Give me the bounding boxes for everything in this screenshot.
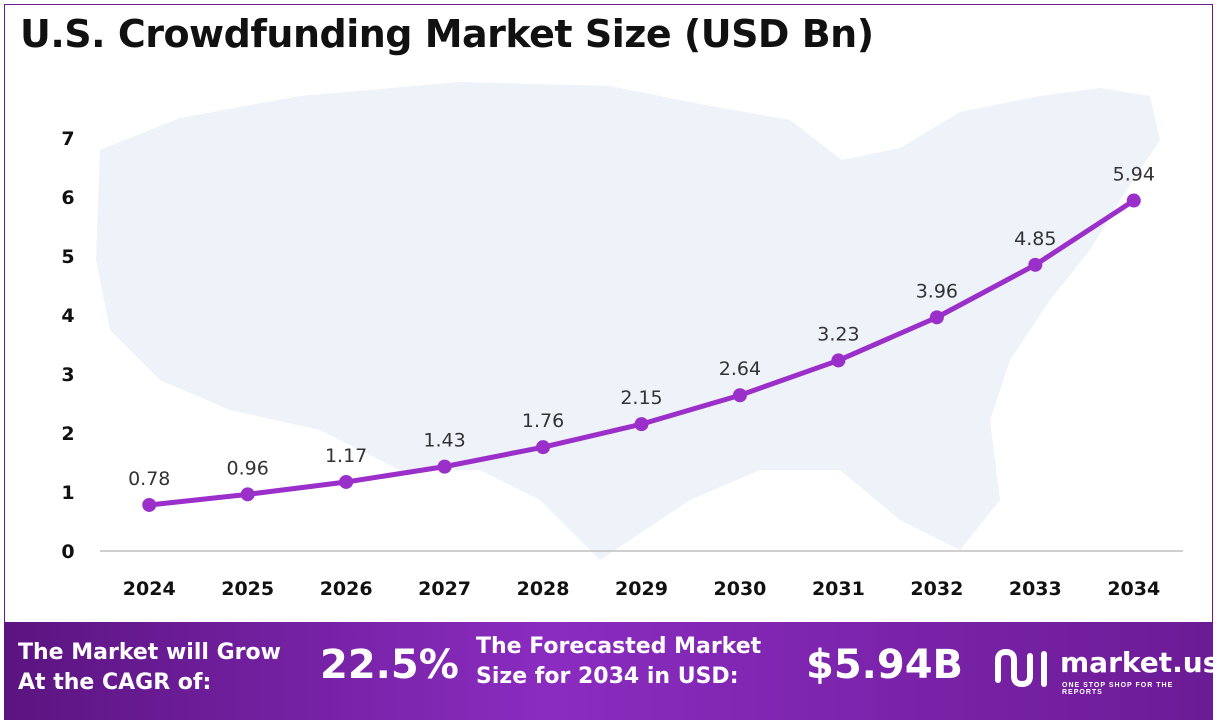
x-tick-label: 2029 bbox=[615, 578, 668, 600]
data-label: 0.78 bbox=[128, 468, 170, 490]
cagr-label-line1: The Market will Grow bbox=[18, 640, 281, 665]
x-tick-label: 2028 bbox=[517, 578, 570, 600]
data-label: 3.23 bbox=[817, 323, 859, 345]
x-tick-label: 2027 bbox=[418, 578, 471, 600]
x-tick-label: 2025 bbox=[221, 578, 274, 600]
chart-title: U.S. Crowdfunding Market Size (USD Bn) bbox=[20, 12, 874, 56]
data-label: 2.15 bbox=[620, 387, 662, 409]
data-point bbox=[634, 417, 649, 432]
data-point bbox=[732, 388, 747, 403]
data-label: 1.43 bbox=[423, 430, 465, 452]
cagr-label: The Market will Grow At the CAGR of: bbox=[18, 638, 281, 698]
data-point bbox=[1126, 193, 1141, 208]
data-point bbox=[437, 459, 452, 474]
data-label: 0.96 bbox=[227, 457, 269, 479]
forecast-value: $5.94B bbox=[806, 642, 964, 688]
y-tick-label: 2 bbox=[61, 423, 74, 445]
data-point bbox=[536, 440, 551, 455]
brand-logo-icon bbox=[995, 648, 1047, 688]
data-point bbox=[831, 353, 846, 368]
data-label: 1.76 bbox=[522, 410, 564, 432]
forecast-label-line2: Size for 2034 in USD: bbox=[476, 664, 739, 689]
y-tick-label: 5 bbox=[61, 246, 74, 268]
data-point bbox=[339, 474, 354, 489]
x-tick-label: 2024 bbox=[123, 578, 176, 600]
brand-tagline: ONE STOP SHOP FOR THE REPORTS bbox=[1062, 682, 1174, 696]
data-label: 4.85 bbox=[1014, 228, 1056, 250]
x-tick-label: 2031 bbox=[812, 578, 865, 600]
data-label: 1.17 bbox=[325, 445, 367, 467]
data-point bbox=[1028, 257, 1043, 272]
forecast-label: The Forecasted Market Size for 2034 in U… bbox=[476, 632, 761, 692]
y-tick-label: 4 bbox=[61, 305, 74, 327]
data-point bbox=[240, 487, 255, 502]
brand-name: market.us bbox=[1060, 646, 1219, 679]
data-label: 2.64 bbox=[719, 358, 761, 380]
cagr-value: 22.5% bbox=[320, 642, 459, 688]
footer-banner: The Market will Grow At the CAGR of: 22.… bbox=[4, 622, 1219, 720]
y-tick-label: 6 bbox=[61, 187, 74, 209]
cagr-label-line2: At the CAGR of: bbox=[18, 670, 212, 695]
data-label: 3.96 bbox=[916, 280, 958, 302]
y-tick-label: 0 bbox=[61, 541, 74, 563]
line-chart: 0 1 2 3 4 5 6 7 2024 2025 2026 2027 2028 2029 2030 203… bbox=[61, 82, 1183, 600]
x-tick-label: 2033 bbox=[1009, 578, 1062, 600]
us-map-background bbox=[96, 82, 1160, 560]
x-tick-label: 2034 bbox=[1107, 578, 1160, 600]
x-tick-label: 2032 bbox=[910, 578, 963, 600]
forecast-label-line1: The Forecasted Market bbox=[476, 634, 762, 659]
x-tick-label: 2030 bbox=[714, 578, 767, 600]
y-tick-label: 7 bbox=[61, 128, 74, 150]
data-point bbox=[929, 310, 944, 325]
y-tick-label: 3 bbox=[61, 364, 74, 386]
data-point bbox=[142, 497, 157, 512]
data-label: 5.94 bbox=[1113, 164, 1155, 186]
x-tick-label: 2026 bbox=[320, 578, 373, 600]
y-tick-label: 1 bbox=[61, 482, 74, 504]
